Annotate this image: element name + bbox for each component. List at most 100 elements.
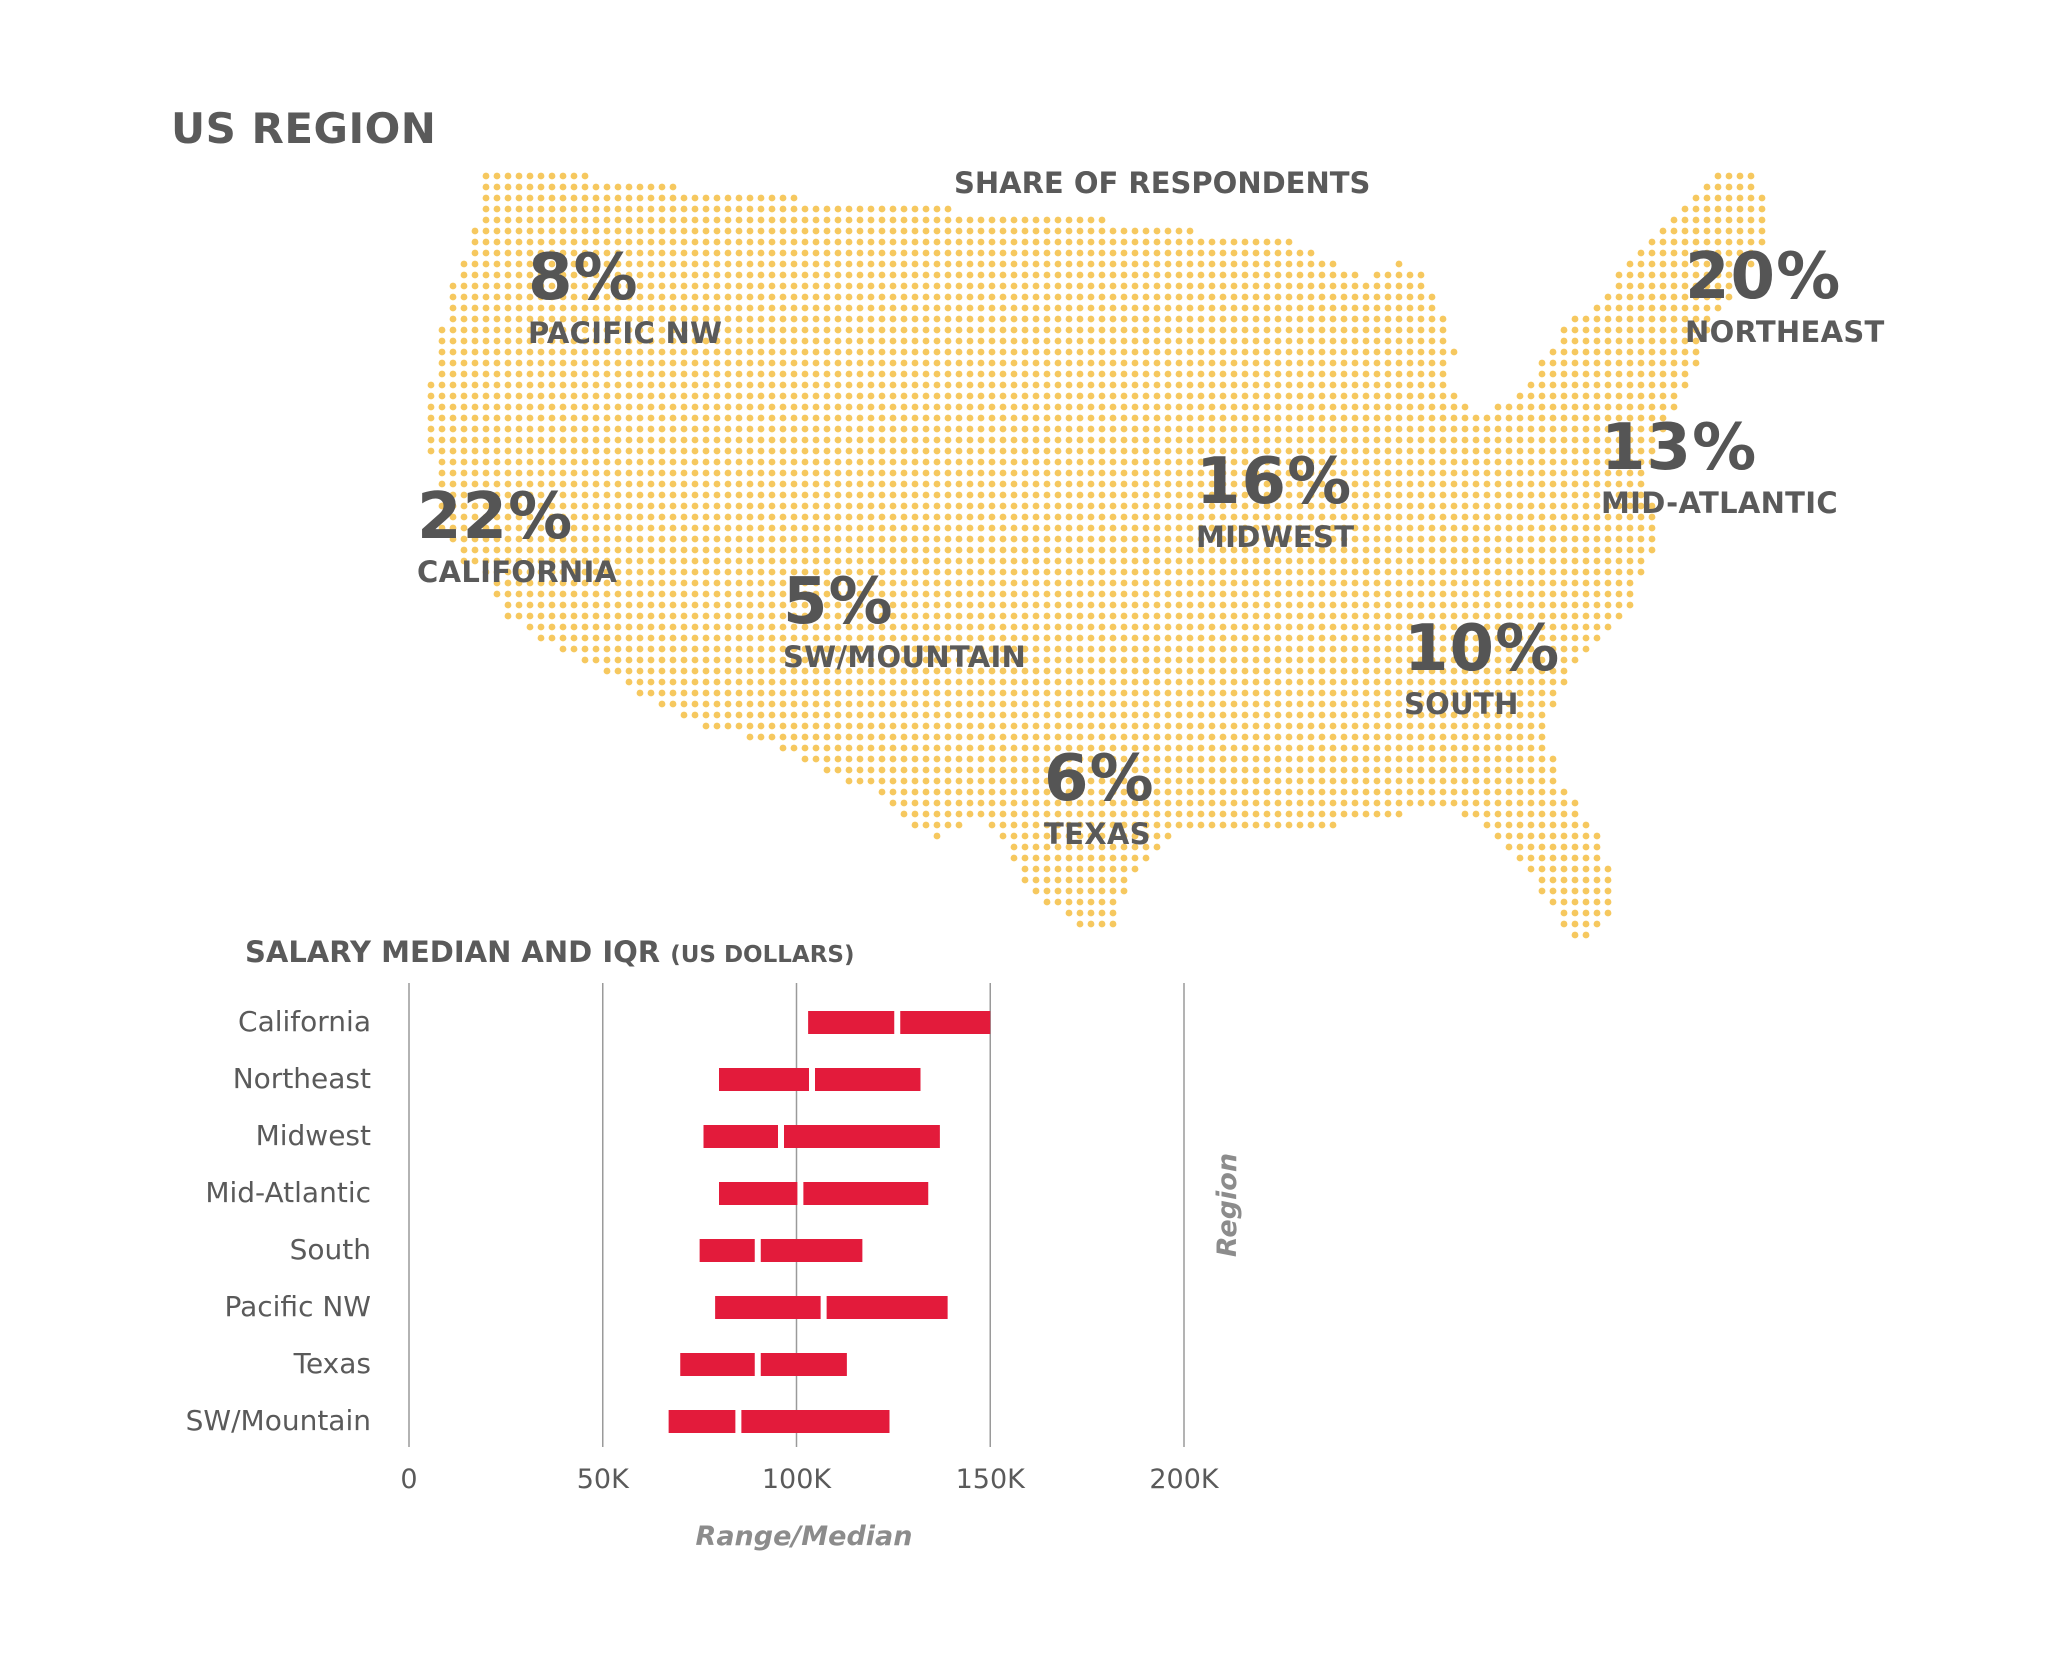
map-dot xyxy=(493,590,501,598)
map-dot xyxy=(1230,293,1238,301)
map-dot xyxy=(658,491,666,499)
map-dot xyxy=(1186,359,1194,367)
map-dot xyxy=(1615,392,1623,400)
map-dot xyxy=(1483,568,1491,576)
map-dot xyxy=(636,469,644,477)
map-dot xyxy=(1626,546,1634,554)
map-dot xyxy=(570,293,578,301)
map-dot xyxy=(669,634,677,642)
map-dot xyxy=(878,447,886,455)
map-dot xyxy=(1164,535,1172,543)
map-dot xyxy=(1021,304,1029,312)
map-dot xyxy=(1329,337,1337,345)
map-dot xyxy=(570,216,578,224)
map-dot xyxy=(790,282,798,290)
map-dot xyxy=(1197,689,1205,697)
map-dot xyxy=(1747,172,1755,180)
map-dot xyxy=(1637,315,1645,323)
map-dot xyxy=(988,271,996,279)
map-dot xyxy=(1439,359,1447,367)
map-dot xyxy=(1274,458,1282,466)
map-dot xyxy=(713,458,721,466)
map-dot xyxy=(460,370,468,378)
map-dot xyxy=(1483,656,1491,664)
map-dot xyxy=(1373,634,1381,642)
map-dot xyxy=(1670,227,1678,235)
map-dot xyxy=(889,447,897,455)
map-dot xyxy=(856,612,864,620)
map-dot xyxy=(1593,359,1601,367)
map-dot xyxy=(1230,568,1238,576)
map-dot xyxy=(746,238,754,246)
map-dot xyxy=(966,458,974,466)
map-dot xyxy=(1582,348,1590,356)
map-dot xyxy=(889,480,897,488)
map-dot xyxy=(1186,601,1194,609)
map-dot xyxy=(1065,722,1073,730)
map-dot xyxy=(977,304,985,312)
map-dot xyxy=(1098,634,1106,642)
map-dot xyxy=(1428,293,1436,301)
map-dot xyxy=(603,183,611,191)
map-dot xyxy=(482,425,490,433)
map-dot xyxy=(680,392,688,400)
map-dot xyxy=(999,359,1007,367)
map-dot xyxy=(1450,447,1458,455)
map-dot xyxy=(570,403,578,411)
map-dot xyxy=(1428,403,1436,411)
map-dot xyxy=(1153,282,1161,290)
map-dot xyxy=(658,326,666,334)
map-dot xyxy=(1725,183,1733,191)
map-dot xyxy=(867,667,875,675)
map-dot xyxy=(1395,678,1403,686)
map-dot xyxy=(1450,458,1458,466)
map-dot xyxy=(867,645,875,653)
map-dot xyxy=(1428,502,1436,510)
map-dot xyxy=(977,337,985,345)
map-dot xyxy=(581,524,589,532)
map-dot xyxy=(1219,601,1227,609)
map-dot xyxy=(1252,557,1260,565)
map-dot xyxy=(1153,315,1161,323)
map-dot xyxy=(1593,590,1601,598)
map-dot xyxy=(581,425,589,433)
map-dot xyxy=(757,359,765,367)
map-dot xyxy=(680,337,688,345)
map-dot xyxy=(1428,667,1436,675)
map-dot xyxy=(922,381,930,389)
map-dot xyxy=(1153,689,1161,697)
map-dot xyxy=(1054,403,1062,411)
map-dot xyxy=(1439,623,1447,631)
map-dot xyxy=(1252,733,1260,741)
map-dot xyxy=(1065,480,1073,488)
map-dot xyxy=(933,425,941,433)
map-dot xyxy=(1406,414,1414,422)
map-dot xyxy=(1560,414,1568,422)
map-dot xyxy=(845,337,853,345)
map-dot xyxy=(911,227,919,235)
map-dot xyxy=(658,689,666,697)
map-dot xyxy=(625,249,633,257)
map-dot xyxy=(1010,667,1018,675)
map-dot xyxy=(1175,293,1183,301)
map-dot xyxy=(1010,249,1018,257)
map-dot xyxy=(1142,238,1150,246)
map-dot xyxy=(757,447,765,455)
map-dot xyxy=(713,403,721,411)
map-dot xyxy=(1560,568,1568,576)
map-dot xyxy=(1604,502,1612,510)
map-dot xyxy=(702,568,710,576)
map-dot xyxy=(1230,733,1238,741)
map-dot xyxy=(779,436,787,444)
map-dot xyxy=(1263,469,1271,477)
map-dot xyxy=(1593,513,1601,521)
map-dot xyxy=(1142,326,1150,334)
map-dot xyxy=(1648,436,1656,444)
map-dot xyxy=(1516,414,1524,422)
map-dot xyxy=(856,689,864,697)
map-dot xyxy=(1043,535,1051,543)
map-dot xyxy=(691,579,699,587)
map-dot xyxy=(1010,282,1018,290)
map-dot xyxy=(735,337,743,345)
map-dot xyxy=(471,524,479,532)
